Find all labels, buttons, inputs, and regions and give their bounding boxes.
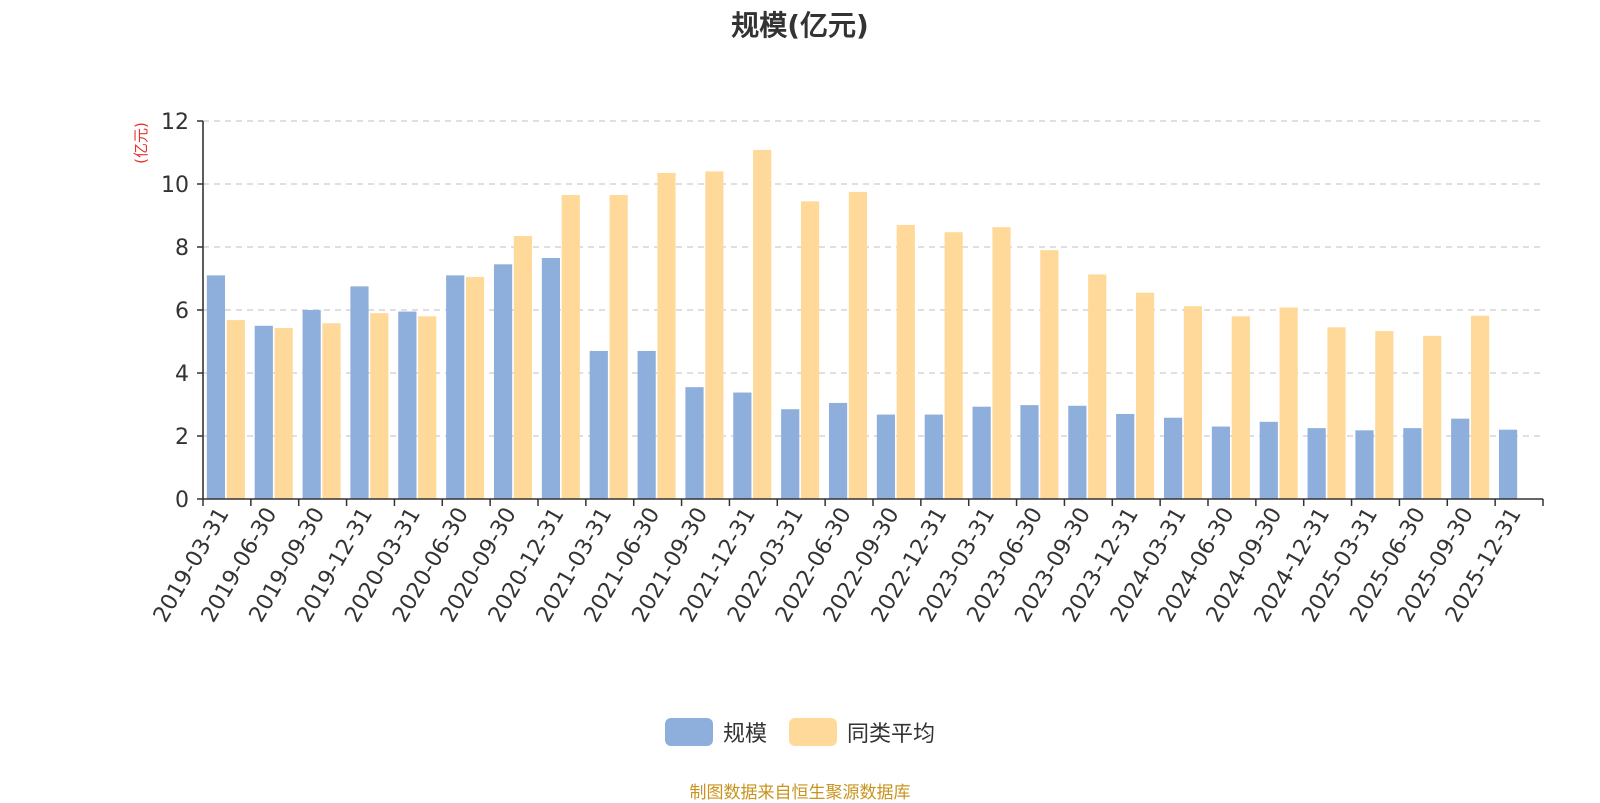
bar-peer-average[interactable]: [1183, 306, 1203, 499]
legend-label-peer-average: 同类平均: [847, 722, 936, 747]
bar-scale[interactable]: [254, 325, 273, 499]
legend-item-peer-average[interactable]: 同类平均: [789, 716, 935, 748]
y-tick-label: 2: [175, 425, 189, 450]
data-source-note: 制图数据来自恒生聚源数据库: [689, 783, 911, 803]
bar-scale[interactable]: [493, 264, 513, 499]
bar-scale[interactable]: [302, 310, 321, 499]
bar-peer-average[interactable]: [657, 172, 676, 499]
bar-peer-average[interactable]: [1279, 307, 1298, 499]
bar-peer-average[interactable]: [1040, 250, 1059, 499]
bar-scale[interactable]: [1451, 418, 1470, 499]
bar-peer-average[interactable]: [226, 320, 245, 499]
bar-scale[interactable]: [1307, 428, 1326, 499]
bar-scale[interactable]: [206, 275, 226, 499]
bar-peer-average[interactable]: [1135, 292, 1155, 499]
bar-peer-average[interactable]: [322, 323, 341, 499]
bar-scale[interactable]: [589, 350, 608, 499]
bar-scale[interactable]: [398, 311, 417, 499]
y-tick-label: 8: [175, 236, 189, 261]
bar-peer-average[interactable]: [800, 201, 820, 499]
bar-scale[interactable]: [1498, 429, 1518, 499]
legend-label-scale: 规模: [722, 722, 767, 747]
bar-peer-average[interactable]: [1375, 331, 1394, 499]
bar-peer-average[interactable]: [465, 276, 485, 499]
y-tick-label: 4: [175, 362, 189, 387]
y-tick-label: 0: [175, 488, 189, 513]
bar-peer-average[interactable]: [1327, 327, 1346, 499]
bar-scale[interactable]: [1211, 426, 1231, 499]
bar-peer-average[interactable]: [1423, 335, 1442, 499]
bar-chart: 0246810122019-03-312019-06-302019-09-302…: [132, 110, 1544, 627]
bar-scale[interactable]: [828, 402, 848, 499]
bar-peer-average[interactable]: [418, 316, 437, 499]
bar-peer-average[interactable]: [1231, 316, 1250, 499]
bar-scale[interactable]: [685, 387, 704, 499]
bar-scale[interactable]: [541, 258, 561, 499]
bar-scale[interactable]: [1403, 428, 1422, 499]
bar-scale[interactable]: [1259, 421, 1278, 499]
chart-title: 规模(亿元): [731, 9, 869, 42]
bar-peer-average[interactable]: [561, 195, 580, 499]
bar-scale[interactable]: [972, 406, 991, 499]
y-tick-label: 6: [175, 299, 189, 324]
bars: [206, 149, 1518, 500]
legend-swatch-peer-average: [789, 718, 837, 746]
y-tick-label: 12: [161, 110, 189, 135]
bar-scale[interactable]: [1355, 430, 1374, 499]
bar-peer-average[interactable]: [609, 195, 628, 499]
bar-scale[interactable]: [733, 392, 752, 499]
legend: 规模 同类平均: [0, 716, 1600, 748]
bar-scale[interactable]: [350, 286, 369, 499]
y-axis-label: (亿元): [132, 122, 150, 164]
bar-peer-average[interactable]: [944, 232, 963, 499]
bar-peer-average[interactable]: [1470, 315, 1490, 499]
bar-peer-average[interactable]: [274, 327, 293, 499]
bar-scale[interactable]: [924, 414, 943, 499]
bar-peer-average[interactable]: [848, 191, 868, 499]
legend-swatch-scale: [664, 718, 713, 746]
bar-peer-average[interactable]: [370, 313, 389, 499]
bar-peer-average[interactable]: [513, 235, 533, 499]
y-tick-label: 10: [161, 173, 189, 198]
bar-peer-average[interactable]: [705, 171, 724, 499]
bar-scale[interactable]: [1116, 413, 1135, 499]
bar-scale[interactable]: [1020, 405, 1039, 499]
bar-scale[interactable]: [781, 409, 800, 499]
bar-peer-average[interactable]: [896, 224, 915, 499]
bar-peer-average[interactable]: [753, 149, 772, 500]
bar-scale[interactable]: [1163, 417, 1183, 499]
bar-peer-average[interactable]: [992, 227, 1011, 499]
bar-peer-average[interactable]: [1088, 274, 1107, 499]
bar-scale[interactable]: [876, 414, 896, 499]
bar-scale[interactable]: [446, 275, 465, 499]
bar-scale[interactable]: [637, 350, 656, 499]
bar-scale[interactable]: [1068, 405, 1087, 499]
legend-item-scale[interactable]: 规模: [664, 716, 767, 748]
